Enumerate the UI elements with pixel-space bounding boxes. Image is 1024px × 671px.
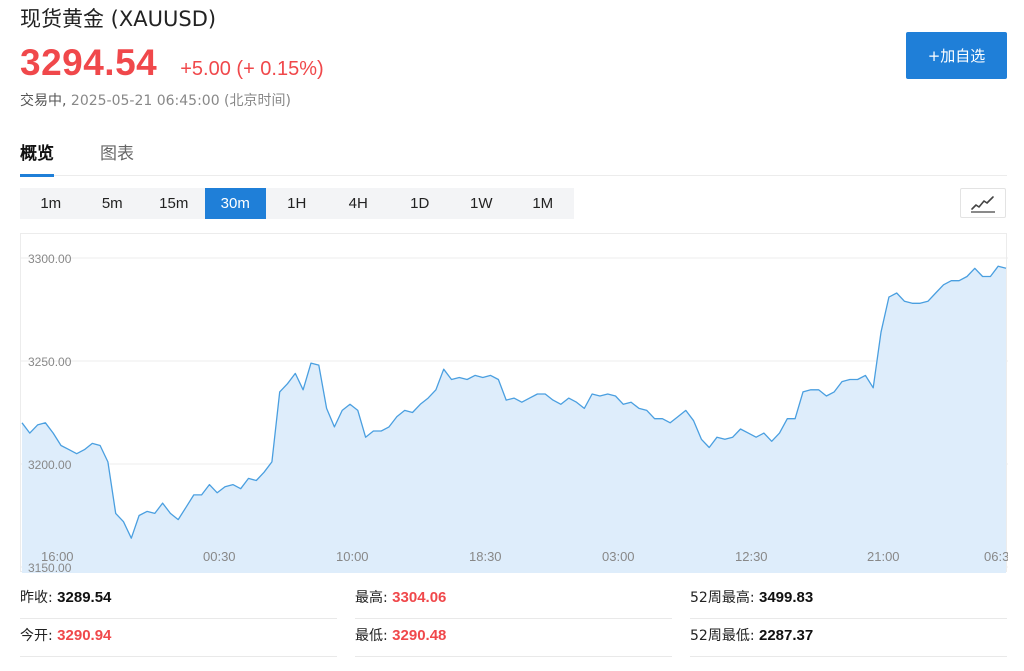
page-title: 现货黄金 (XAUUSD) (20, 7, 217, 31)
y-tick-label: 3300.00 (28, 252, 72, 266)
chart-type-button[interactable] (960, 188, 1006, 218)
stat-value: 2287.37 (758, 627, 814, 644)
y-tick-label: 3200.00 (28, 458, 72, 472)
stat-label: 最低: (355, 628, 388, 644)
x-tick-label: 06:3 (984, 549, 1008, 564)
price-chart[interactable]: 3150.00 3200.00 3250.00 3300.00 16:00 00:30 10… (20, 233, 1008, 573)
add-watchlist-button[interactable]: +加自选 (906, 32, 1007, 79)
interval-30m[interactable]: 30m (204, 188, 266, 219)
stat-prev-close: 昨收: 3289.54 (20, 584, 337, 619)
tab-bar: 概览 图表 (20, 139, 1007, 177)
price-chart-svg: 3150.00 3200.00 3250.00 3300.00 16:00 00:30 10… (21, 252, 1008, 573)
interval-1w[interactable]: 1W (451, 188, 513, 219)
interval-1d[interactable]: 1D (389, 188, 451, 219)
stat-high: 最高: 3304.06 (355, 584, 672, 619)
price-line (21, 265, 1007, 539)
interval-selector: 1m 5m 15m 30m 1H 4H 1D 1W 1M (20, 188, 574, 219)
stat-label: 昨收: (20, 590, 53, 606)
y-tick-label: 3250.00 (28, 355, 72, 369)
tab-chart[interactable]: 图表 (100, 144, 134, 164)
stat-label: 今开: (20, 628, 53, 644)
x-tick-label: 03:00 (602, 549, 635, 564)
line-chart-icon (971, 196, 995, 213)
x-tick-label: 00:30 (203, 549, 236, 564)
stat-value: 3304.06 (392, 589, 447, 606)
current-price: 3294.54 (20, 42, 158, 83)
x-tick-label: 10:00 (336, 549, 369, 564)
x-tick-label: 21:00 (867, 549, 900, 564)
status-time: 2025-05-21 06:45:00 (北京时间) (70, 93, 291, 109)
interval-4h[interactable]: 4H (328, 188, 390, 219)
x-tick-label: 18:30 (469, 549, 502, 564)
price-row: 3294.54 +5.00 (+ 0.15%) (20, 42, 324, 84)
x-tick-label: 16:00 (41, 549, 74, 564)
price-change: +5.00 (+ 0.15%) (180, 58, 324, 80)
stat-value: 3289.54 (57, 589, 112, 606)
stat-label: 最高: (355, 590, 388, 606)
trading-status: 交易中, 2025-05-21 06:45:00 (北京时间) (20, 90, 291, 110)
stat-52w-high: 52周最高: 3499.83 (690, 584, 1007, 619)
interval-1mo[interactable]: 1M (512, 188, 574, 219)
tab-overview[interactable]: 概览 (20, 139, 54, 177)
stat-value: 3499.83 (758, 589, 814, 606)
status-text: 交易中, (20, 93, 67, 109)
stat-value: 3290.48 (392, 627, 447, 644)
stat-low: 最低: 3290.48 (355, 622, 672, 657)
stat-label: 52周最低: (690, 628, 755, 644)
x-tick-label: 12:30 (735, 549, 768, 564)
price-area (22, 266, 1006, 573)
y-tick-label: 3150.00 (28, 561, 72, 573)
interval-15m[interactable]: 15m (143, 188, 205, 219)
stat-open: 今开: 3290.94 (20, 622, 337, 657)
stat-52w-low: 52周最低: 2287.37 (690, 622, 1007, 657)
interval-1h[interactable]: 1H (266, 188, 328, 219)
stat-value: 3290.94 (57, 627, 112, 644)
interval-1m[interactable]: 1m (20, 188, 82, 219)
stat-label: 52周最高: (690, 590, 755, 606)
interval-5m[interactable]: 5m (82, 188, 144, 219)
